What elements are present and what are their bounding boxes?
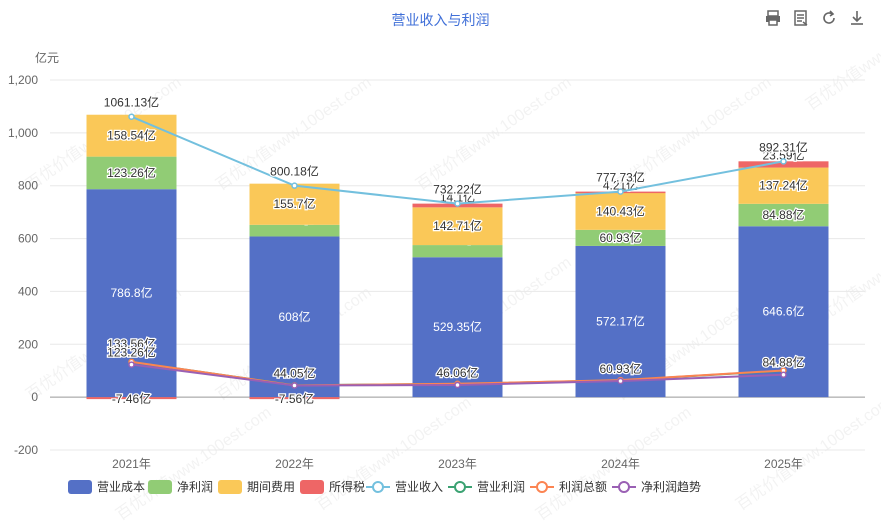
- line-data-label: 732.22亿: [433, 182, 482, 197]
- bar-data-label: -7.46亿: [112, 391, 151, 406]
- bar-segment: [412, 245, 503, 258]
- legend-swatch-marker: [536, 481, 548, 493]
- y-tick-label: 800: [18, 179, 38, 193]
- line-data-label: 46.06亿: [436, 365, 478, 380]
- download-icon[interactable]: [847, 8, 867, 28]
- bar-data-label: 140.43亿: [596, 203, 645, 218]
- legend-label: 营业利润: [477, 480, 525, 494]
- y-tick-label: 600: [18, 232, 38, 246]
- revenue-profit-chart: 亿元 -200 0 200 400 600 800 1,000 1,200 2021年 2022年 2…: [8, 50, 865, 494]
- legend-swatch: [218, 480, 242, 494]
- line-data-label: 44.05亿: [273, 366, 315, 381]
- bar-data-label: 137.24亿: [759, 178, 808, 193]
- x-tick-label: 2021年: [112, 457, 151, 471]
- line-data-label: 123.26亿: [107, 345, 156, 360]
- legend-label: 期间费用: [247, 480, 295, 494]
- line-point: [780, 371, 787, 378]
- bar-segment: [249, 224, 340, 237]
- line-point: [454, 381, 461, 389]
- bar-segment: [86, 114, 177, 157]
- bar-data-label: 23.59亿: [762, 147, 804, 162]
- line-point: [291, 382, 298, 389]
- line-point: [617, 377, 624, 385]
- y-tick-label: 400: [18, 284, 38, 298]
- y-tick-label: 200: [18, 337, 38, 351]
- legend-label: 净利润趋势: [641, 480, 701, 494]
- legend-swatch: [148, 480, 172, 494]
- line-data-label: 1061.13亿: [104, 95, 159, 110]
- legend-swatch-marker: [372, 481, 384, 493]
- legend-label: 所得税: [329, 479, 365, 494]
- line-point: [454, 200, 461, 207]
- legend-swatch-marker: [618, 481, 630, 493]
- legend-label: 营业成本: [97, 480, 145, 494]
- legend-swatch: [68, 480, 92, 494]
- bar-data-label: 158.54亿: [107, 128, 156, 143]
- x-tick-label: 2023年: [438, 457, 477, 471]
- refresh-icon[interactable]: [819, 8, 839, 28]
- line-point: [291, 182, 298, 189]
- bar-segment: [412, 257, 503, 398]
- bar-segment: [575, 245, 666, 398]
- bar-segment: [86, 397, 177, 400]
- bar-data-label: 123.26亿: [107, 165, 156, 180]
- bar-segment: [575, 192, 666, 230]
- y-tick-label: 1,000: [8, 126, 38, 140]
- line-data-label: 777.73亿: [596, 170, 645, 185]
- bar-data-label: 786.8亿: [110, 285, 152, 300]
- line-data-label: 84.88亿: [762, 355, 804, 370]
- bar-segment: [738, 167, 829, 204]
- bar-segment: [86, 156, 177, 190]
- bar-data-label: 84.88亿: [762, 207, 804, 222]
- legend-label: 净利润: [177, 480, 213, 494]
- bar-segment: [738, 203, 829, 227]
- line-point: [128, 361, 135, 368]
- bar-segment: [249, 236, 340, 398]
- data-view-icon[interactable]: [791, 8, 811, 28]
- bar-segment: [249, 183, 340, 225]
- line-data-label: 60.93亿: [599, 361, 641, 376]
- x-tick-label: 2024年: [601, 457, 640, 471]
- line-point: [617, 188, 624, 195]
- x-tick-label: 2025年: [764, 457, 803, 471]
- x-tick-label: 2022年: [275, 457, 314, 471]
- bar-segment: [412, 207, 503, 246]
- print-icon[interactable]: [763, 8, 783, 28]
- legend-label: 营业收入: [395, 480, 443, 494]
- line-point: [128, 113, 135, 120]
- bar-segment: [575, 229, 666, 246]
- bar-data-label: 529.35亿: [433, 319, 482, 334]
- line-data-label: 133.56亿: [107, 336, 156, 351]
- bar-data-label: 155.7亿: [273, 196, 315, 211]
- legend-swatch-marker: [454, 481, 466, 493]
- bar-data-label: 14.1亿: [440, 190, 475, 205]
- bar-data-label: 142.71亿: [433, 218, 482, 233]
- bar-data-label: 4.21亿: [603, 178, 638, 193]
- line-point: [780, 158, 787, 165]
- bar-segment: [249, 397, 340, 400]
- y-axis-unit-label: 亿元: [35, 50, 59, 65]
- chart-toolbar: [763, 8, 867, 28]
- y-tick-label: 1,200: [8, 73, 38, 87]
- chart-title: 营业收入与利润: [391, 12, 490, 28]
- bar-data-label: -7.56亿: [275, 391, 314, 406]
- bar-data-label: 60.93亿: [599, 230, 641, 245]
- line-data-label: 800.18亿: [270, 164, 319, 179]
- line-data-label: 892.31亿: [759, 139, 808, 154]
- bar-data-label: 646.6亿: [762, 304, 804, 319]
- legend-swatch: [300, 480, 324, 494]
- bar-data-label: 608亿: [278, 309, 310, 324]
- y-tick-label: 0: [31, 390, 38, 404]
- bar-data-label: 572.17亿: [596, 314, 645, 329]
- legend-label: 利润总额: [559, 480, 607, 494]
- y-tick-label: -200: [14, 443, 38, 457]
